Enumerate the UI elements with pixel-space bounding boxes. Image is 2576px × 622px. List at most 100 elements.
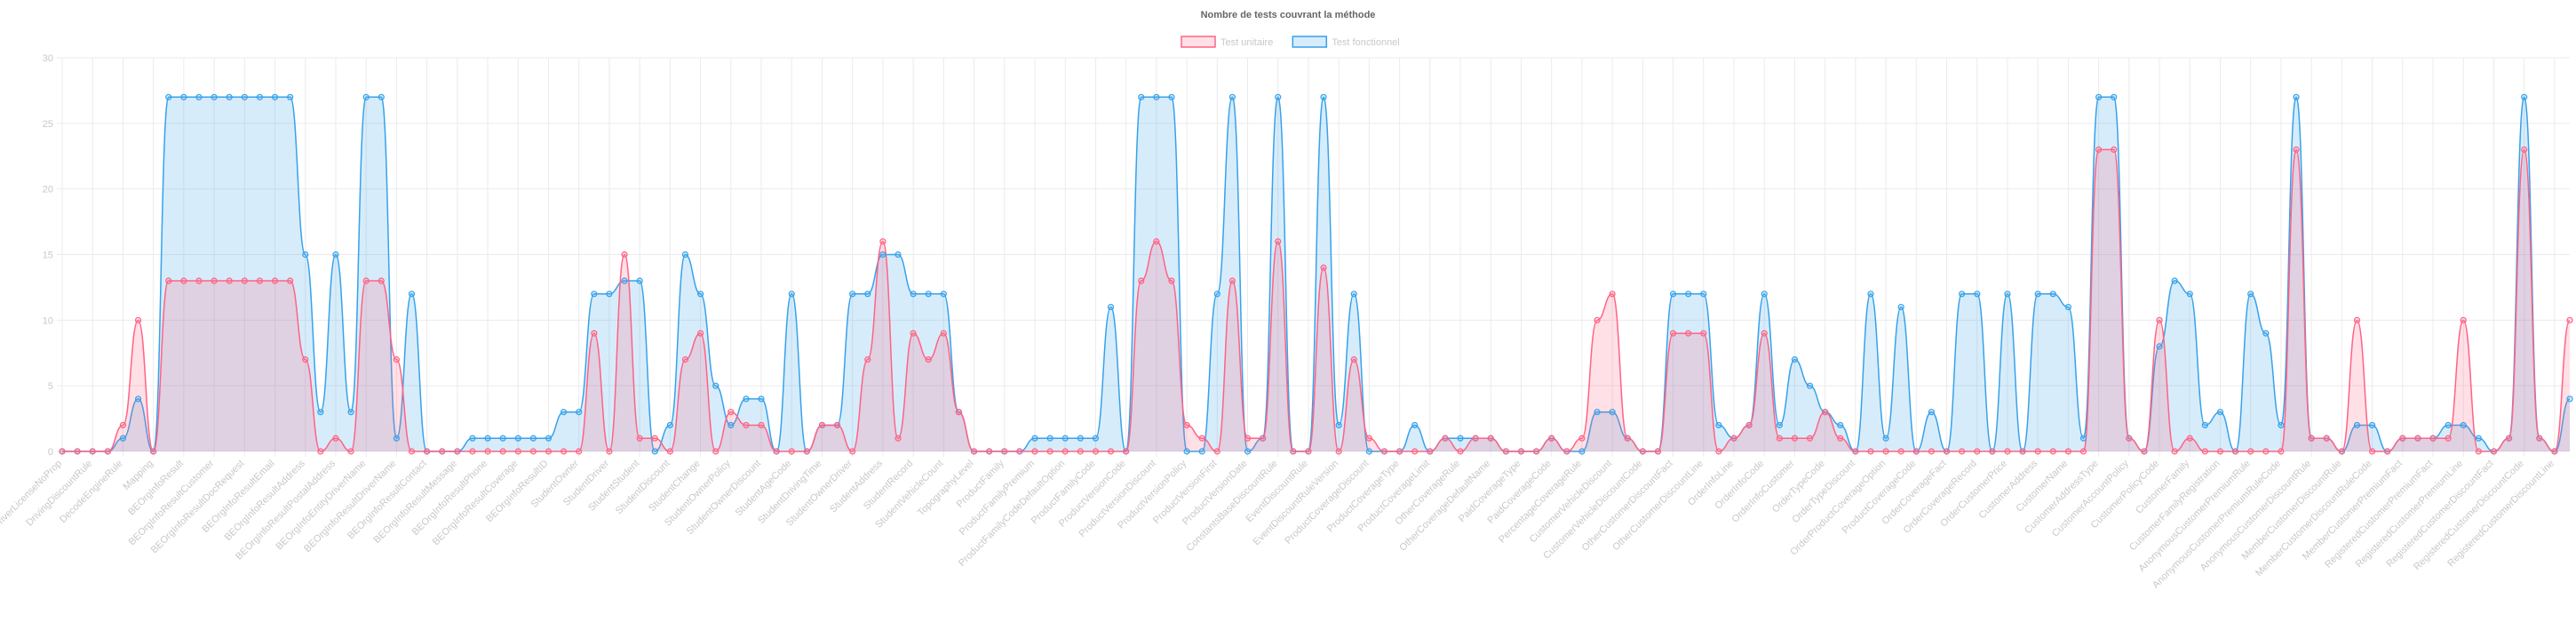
data-point [1959,291,1966,298]
data-point [1183,421,1190,429]
data-point [1365,435,1372,442]
data-point [119,421,127,429]
data-point [2171,448,2178,455]
data-point [150,448,157,455]
data-point [180,277,187,284]
data-point [1563,448,1570,455]
data-point [1320,93,1327,100]
data-point [256,277,264,284]
data-point [1275,238,1282,245]
data-point [743,421,750,429]
data-point [1411,421,1419,429]
data-point [1275,93,1282,100]
line [62,96,2571,452]
data-point [317,448,324,455]
data-point [1700,330,1707,337]
data-point [910,330,917,337]
data-point [1335,448,1342,455]
data-point [1061,448,1069,455]
data-point [74,448,81,455]
data-point [1761,291,1768,298]
data-point [666,421,673,429]
data-point [1168,93,1175,100]
data-point [2429,435,2437,442]
legend-label: Test unitaire [1220,37,1273,48]
data-point [2064,303,2071,311]
data-point [1350,356,1357,363]
data-point [287,93,294,100]
data-point [1654,448,1662,455]
data-point [2278,448,2285,455]
y-tick-label: 10 [43,315,53,326]
data-point [1517,448,1525,455]
data-point [134,395,142,403]
data-point [925,356,932,363]
data-point [529,448,537,455]
data-point [2308,435,2315,442]
data-point [347,409,354,416]
data-point [818,421,826,429]
data-point [1244,448,1252,455]
data-point [1974,291,1981,298]
data-point [302,251,309,259]
y-tick-label: 15 [43,251,53,261]
x-tick-label: RegisteredCustomerDiscountCode [2412,459,2526,573]
data-point [378,277,385,284]
data-point [1867,448,1874,455]
data-point [256,93,264,100]
data-point [2536,435,2543,442]
data-point [712,382,720,389]
data-point [2171,277,2178,284]
data-point [195,93,203,100]
data-point [2490,448,2498,455]
data-point [2445,435,2452,442]
data-point [894,251,902,259]
data-point [1228,277,1236,284]
data-point [2460,421,2467,429]
data-point [955,409,963,416]
data-point [529,435,537,442]
data-point [424,448,431,455]
data-point [1776,421,1783,429]
data-point [1320,264,1327,271]
data-point [1974,448,1981,455]
data-point [1092,448,1100,455]
data-point [2414,435,2421,442]
data-point [2460,316,2467,323]
data-point [1609,291,1616,298]
data-point [1198,435,1205,442]
data-point [910,291,917,298]
data-point [1639,448,1646,455]
data-point [2079,435,2087,442]
data-point [1046,435,1053,442]
data-point [696,291,704,298]
data-point [1715,448,1722,455]
data-point [1822,409,1829,416]
data-point [2156,343,2163,350]
data-point [788,448,795,455]
data-point [2095,93,2103,100]
y-tick-label: 25 [43,119,53,130]
data-point [2368,448,2376,455]
data-point [894,435,902,442]
data-point [1290,448,1297,455]
data-point [2475,448,2482,455]
data-point [1806,382,1814,389]
data-point [545,448,553,455]
data-point [2521,93,2528,100]
data-point [1730,435,1737,442]
data-point [621,277,628,284]
data-point [2186,291,2193,298]
data-point [666,448,673,455]
data-point [2475,435,2482,442]
data-point [469,435,476,442]
data-point [1761,330,1768,337]
data-point [606,448,613,455]
x-tick-label: StudentAgeCode [734,459,794,519]
legend-swatch [1292,36,1328,48]
data-point [1548,435,1555,442]
data-point [1669,330,1677,337]
data-point [1928,409,1936,416]
data-point [1897,448,1904,455]
data-point [986,448,993,455]
